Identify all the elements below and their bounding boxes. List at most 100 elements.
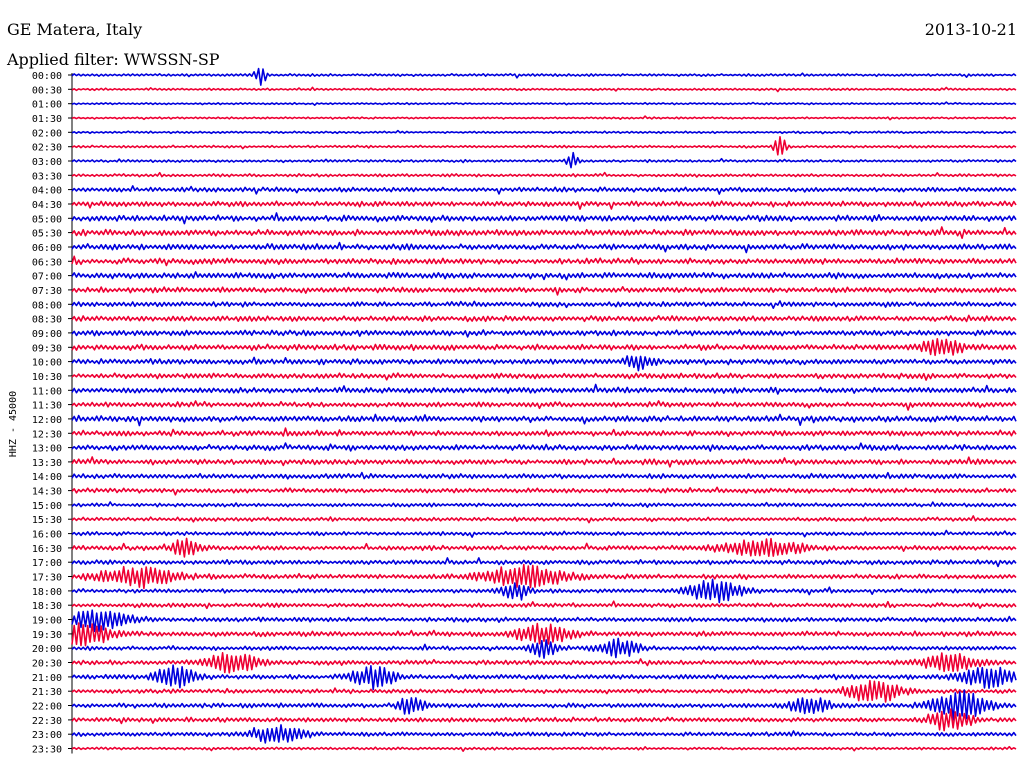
trace-line [71,151,1017,169]
trace-line [71,501,1017,508]
trace-line [71,338,1017,357]
trace-line [71,600,1017,610]
row-label: 09:30 [32,343,62,354]
trace-line [71,115,1017,121]
row-label: 12:30 [32,429,62,440]
trace-line [71,652,1017,674]
row-label: 14:00 [32,472,62,483]
trace-line [71,456,1017,468]
row-label: 16:00 [32,530,62,541]
row-label: 15:30 [32,515,62,526]
row-label: 22:30 [32,716,62,727]
trace-line [71,255,1017,267]
row-label: 20:30 [32,659,62,670]
row-label: 18:00 [32,587,62,598]
trace-line [71,355,1017,372]
row-label: 05:00 [32,214,62,225]
trace-line [71,129,1017,135]
seismic-traces [71,67,1017,752]
trace-line [71,200,1017,210]
trace-line [71,329,1017,338]
row-label: 04:00 [32,186,62,197]
trace-line [71,427,1017,437]
row-label: 18:30 [32,601,62,612]
trace-line [71,185,1017,195]
trace-line [71,609,1017,633]
trace-line [71,486,1017,496]
trace-line [71,578,1017,604]
station-title: GE Matera, Italy [7,20,143,39]
trace-line [71,537,1017,558]
row-label: 13:30 [32,458,62,469]
row-label: 06:30 [32,257,62,268]
trace-line [71,529,1017,538]
row-label: 06:00 [32,243,62,254]
trace-line [71,136,1017,156]
trace-line [71,745,1017,752]
row-label: 01:00 [32,100,62,111]
row-label: 14:30 [32,487,62,498]
row-label: 05:30 [32,229,62,240]
row-label: 07:30 [32,286,62,297]
row-label: 08:30 [32,315,62,326]
date-label: 2013-10-21 [924,20,1017,39]
row-label: 11:30 [32,401,62,412]
trace-line [71,622,1017,647]
row-label: 04:30 [32,200,62,211]
trace-line [71,471,1017,480]
trace-line [71,563,1017,590]
row-label: 08:00 [32,300,62,311]
row-label: 00:00 [32,71,62,82]
trace-line [71,557,1017,568]
trace-line [71,226,1017,239]
row-label: 23:30 [32,745,62,756]
trace-line [71,724,1017,744]
row-label: 19:00 [32,616,62,627]
row-label: 20:00 [32,644,62,655]
row-label: 10:00 [32,358,62,369]
trace-line [71,314,1017,323]
row-label: 03:00 [32,157,62,168]
row-label: 17:00 [32,558,62,569]
trace-line [71,383,1017,395]
trace-line [71,241,1017,254]
row-label: 21:30 [32,687,62,698]
trace-line [71,708,1017,732]
row-label: 09:00 [32,329,62,340]
trace-line [71,637,1017,659]
plot-frame [68,73,73,754]
row-label: 22:00 [32,702,62,713]
row-label: 10:30 [32,372,62,383]
row-label: 02:30 [32,143,62,154]
trace-line [71,101,1017,106]
trace-line [71,86,1017,93]
trace-line [71,413,1017,427]
trace-line [71,689,1017,721]
trace-line [71,400,1017,411]
filter-label: Applied filter: WWSSN-SP [7,50,220,69]
row-label: 00:30 [32,85,62,96]
row-label: 11:00 [32,386,62,397]
trace-line [71,67,1017,86]
row-label: 13:00 [32,444,62,455]
row-label: 23:00 [32,730,62,741]
trace-line [71,515,1017,524]
row-label: 07:00 [32,272,62,283]
row-label: 19:30 [32,630,62,641]
row-label: 21:00 [32,673,62,684]
row-label: 02:00 [32,128,62,139]
trace-line [71,372,1017,381]
trace-line [71,442,1017,452]
trace-line [71,212,1017,225]
trace-line [71,664,1017,691]
row-label: 01:30 [32,114,62,125]
trace-line [71,271,1017,281]
row-label: 12:00 [32,415,62,426]
trace-line [71,300,1017,309]
trace-line [71,171,1017,178]
time-row-labels: 00:00 00:30 01:00 01:30 02:00 02:30 03:00 03:30… [32,71,62,756]
y-axis-label: HHZ - 45000 [8,391,19,457]
row-label: 15:00 [32,501,62,512]
row-label: 03:30 [32,171,62,182]
